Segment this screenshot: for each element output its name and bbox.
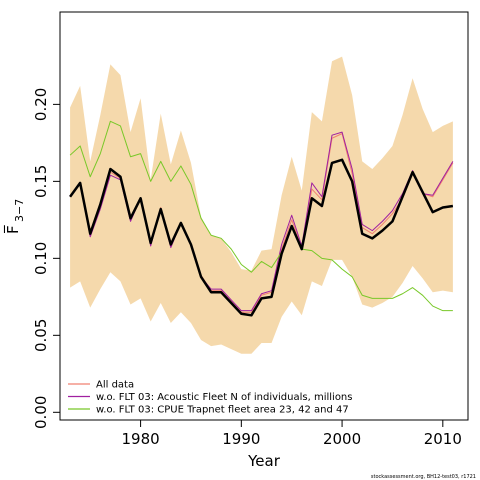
confidence-band-layer <box>70 56 453 354</box>
confidence-band <box>70 56 453 354</box>
y-axis: 0.00 0.05 0.10 0.15 0.20 <box>32 88 60 429</box>
x-tick-label: 2000 <box>323 430 361 448</box>
plot-frame <box>59 11 469 421</box>
legend-label: w.o. FLT 03: CPUE Trapnet fleet area 23,… <box>96 405 349 416</box>
series-layer <box>69 120 454 317</box>
y-tick-label: 0.00 <box>32 396 50 429</box>
y-tick-label: 0.10 <box>32 242 50 275</box>
x-axis-title: Year <box>247 452 281 470</box>
y-axis-title-subscript: 3−7 <box>13 199 26 222</box>
y-tick-label: 0.05 <box>32 319 50 352</box>
legend-label: w.o. FLT 03: Acoustic Fleet N of individ… <box>96 392 352 403</box>
x-tick-label: 1980 <box>121 430 159 448</box>
x-tick-label: 1990 <box>222 430 260 448</box>
x-tick-label: 2010 <box>424 430 462 448</box>
y-axis-title: F̅ 3−7 <box>3 199 26 234</box>
y-axis-title-main: F̅ <box>3 224 22 234</box>
legend-label: All data <box>96 380 134 391</box>
x-axis: 1980 1990 2000 2010 <box>121 420 462 448</box>
series-line-3 <box>69 120 453 312</box>
y-tick-label: 0.15 <box>32 165 50 198</box>
credit-text: stockassessment.org, BH12-test03, r1721 <box>371 474 476 480</box>
y-tick-label: 0.20 <box>32 88 50 121</box>
series-line-main-estimate <box>69 158 454 317</box>
